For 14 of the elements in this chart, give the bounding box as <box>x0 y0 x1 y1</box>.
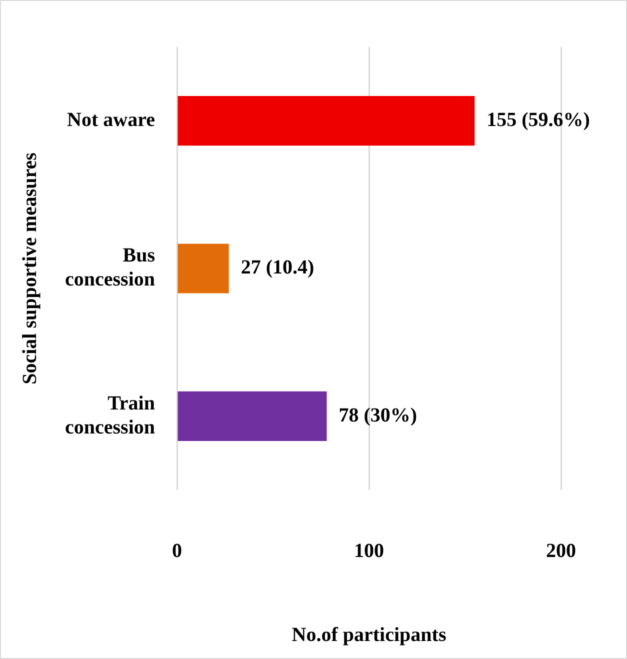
data-label: 155 (59.6%) <box>486 109 590 132</box>
data-label: 78 (30%) <box>338 404 418 426</box>
x-tick-label: 100 <box>354 540 384 562</box>
y-tick-label: Not aware <box>67 109 156 132</box>
bar <box>178 244 229 294</box>
bar <box>178 96 475 146</box>
data-label: 27 (10.4) <box>240 256 314 279</box>
x-tick-label: 200 <box>546 540 576 562</box>
y-axis-title: Social supportive measures <box>19 152 42 384</box>
y-tick-label: Train concession <box>65 392 155 438</box>
x-tick-label: 0 <box>172 540 182 562</box>
y-tick-label: Bus concession <box>65 244 156 291</box>
bar <box>178 391 327 441</box>
x-axis-title: No.of participants <box>292 624 446 646</box>
